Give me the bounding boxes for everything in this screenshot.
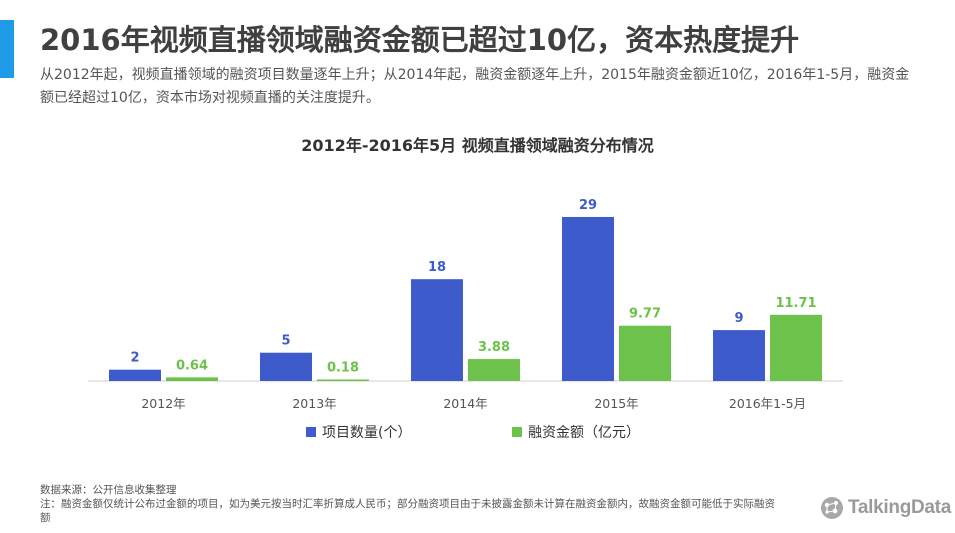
x-tick-label-4: 2016年1-5月 (729, 396, 806, 411)
bar-amount-2 (468, 359, 520, 381)
bar-projects-2 (411, 279, 463, 381)
source-note: 数据来源：公开信息收集整理 (40, 484, 177, 496)
bar-projects-3 (562, 216, 614, 381)
legend-swatch-0 (306, 427, 316, 437)
x-tick-label-3: 2015年 (594, 396, 638, 411)
bar-amount-3 (619, 325, 671, 381)
data-label-projects-3: 29 (579, 198, 597, 213)
data-label-amount-4: 11.71 (775, 296, 816, 311)
data-label-amount-3: 9.77 (629, 307, 661, 322)
talkingdata-logo-icon (821, 497, 843, 519)
page-title: 2016年视频直播领域融资金额已超过10亿，资本热度提升 (40, 23, 800, 57)
bar-projects-4 (713, 330, 765, 381)
chart-title: 2012年-2016年5月 视频直播领域融资分布情况 (301, 136, 654, 155)
data-label-projects-0: 2 (130, 351, 139, 366)
x-tick-label-0: 2012年 (141, 396, 185, 411)
x-tick-label-1: 2013年 (292, 396, 336, 411)
data-label-amount-2: 3.88 (478, 340, 510, 355)
bar-projects-1 (260, 352, 312, 381)
title-accent-bar (0, 20, 14, 78)
footer: 数据来源：公开信息收集整理 注：融资金额仅统计公布过金额的项目，如为美元按当时汇… (40, 483, 780, 525)
bar-projects-0 (109, 369, 161, 381)
talkingdata-logo: TalkingData (820, 496, 951, 520)
bar-amount-0 (166, 377, 218, 381)
legend-swatch-1 (512, 427, 522, 437)
data-label-amount-0: 0.64 (176, 358, 208, 373)
data-label-projects-2: 18 (428, 260, 446, 275)
footnote: 注：融资金额仅统计公布过金额的项目，如为美元按当时汇率折算成人民币；部分融资项目… (40, 498, 775, 524)
data-label-projects-4: 9 (734, 311, 743, 326)
logo-text: TalkingData (848, 497, 951, 518)
legend-label-0: 项目数量(个） (322, 425, 411, 441)
bar-amount-4 (770, 314, 822, 381)
legend-label-1: 融资金额（亿元） (528, 425, 640, 441)
page-subtitle: 从2012年起，视频直播领域的融资项目数量逐年上升；从2014年起，融资金额逐年… (40, 67, 910, 106)
data-label-amount-1: 0.18 (327, 361, 359, 376)
x-tick-label-2: 2014年 (443, 396, 487, 411)
data-label-projects-1: 5 (281, 334, 290, 349)
bar-amount-1 (317, 379, 369, 381)
